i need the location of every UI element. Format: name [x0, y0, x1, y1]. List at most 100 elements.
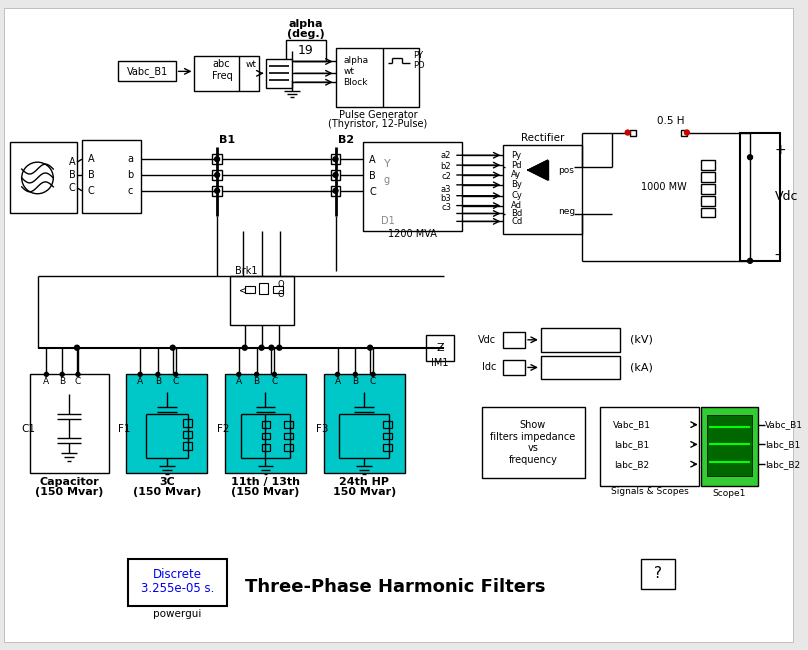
- Bar: [701, 160, 714, 170]
- Circle shape: [353, 372, 357, 376]
- Text: Show
filters impedance
vs
frequency: Show filters impedance vs frequency: [490, 420, 575, 465]
- Text: Iabc_B2: Iabc_B2: [614, 460, 649, 469]
- Text: a3: a3: [440, 185, 451, 194]
- Text: C1: C1: [22, 424, 36, 434]
- Circle shape: [272, 372, 276, 376]
- Text: O: O: [278, 280, 284, 289]
- Text: A: A: [335, 377, 341, 385]
- Circle shape: [335, 372, 339, 376]
- Text: C: C: [69, 183, 75, 193]
- Text: A: A: [236, 377, 242, 385]
- Circle shape: [368, 345, 372, 350]
- Text: B: B: [155, 377, 161, 385]
- Text: Vabc_B1: Vabc_B1: [765, 420, 803, 429]
- Text: -: -: [775, 249, 780, 263]
- Bar: [707, 415, 752, 476]
- Text: F3: F3: [316, 424, 328, 434]
- Text: B: B: [352, 377, 359, 385]
- Bar: [701, 172, 714, 182]
- Text: <: <: [239, 285, 247, 296]
- Text: (150 Mvar): (150 Mvar): [133, 487, 201, 497]
- Text: C: C: [271, 377, 277, 385]
- Circle shape: [371, 372, 375, 376]
- Bar: [213, 186, 222, 196]
- Bar: [284, 432, 293, 439]
- Text: B: B: [59, 377, 65, 385]
- Text: PY: PY: [414, 51, 423, 60]
- Text: wt: wt: [246, 60, 257, 69]
- Text: C: C: [370, 377, 377, 385]
- Bar: [119, 62, 175, 81]
- Text: c3: c3: [441, 203, 451, 212]
- Text: B: B: [369, 171, 376, 181]
- Text: Rectifier: Rectifier: [521, 133, 565, 144]
- Text: Vabc_B1: Vabc_B1: [126, 66, 168, 77]
- Circle shape: [333, 172, 338, 177]
- Text: Iabc_B1: Iabc_B1: [765, 440, 800, 449]
- Text: (150 Mvar): (150 Mvar): [35, 487, 103, 497]
- Bar: [183, 443, 192, 450]
- Circle shape: [215, 188, 220, 193]
- Circle shape: [277, 345, 282, 350]
- Bar: [183, 430, 192, 439]
- Text: Y: Y: [384, 159, 390, 169]
- Bar: [262, 421, 271, 428]
- Circle shape: [174, 372, 178, 376]
- Text: A: A: [69, 157, 75, 167]
- Circle shape: [138, 372, 142, 376]
- Text: Three-Phase Harmonic Filters: Three-Phase Harmonic Filters: [245, 578, 545, 595]
- Bar: [126, 374, 208, 473]
- Text: Cd: Cd: [511, 217, 523, 226]
- Bar: [383, 445, 392, 451]
- Text: (kV): (kV): [629, 335, 653, 344]
- Text: B: B: [88, 170, 95, 180]
- Text: (Thyristor, 12-Pulse): (Thyristor, 12-Pulse): [328, 119, 427, 129]
- Circle shape: [747, 155, 752, 160]
- Bar: [267, 58, 292, 88]
- Text: b3: b3: [440, 194, 451, 203]
- Bar: [503, 359, 525, 375]
- Circle shape: [255, 372, 259, 376]
- Bar: [363, 142, 462, 231]
- Text: B: B: [69, 170, 75, 180]
- Bar: [629, 129, 636, 135]
- Bar: [195, 55, 259, 91]
- Circle shape: [215, 157, 220, 162]
- Bar: [230, 276, 294, 325]
- Bar: [82, 140, 141, 213]
- Bar: [324, 374, 405, 473]
- Bar: [225, 374, 306, 473]
- Text: Freq: Freq: [213, 72, 233, 81]
- Circle shape: [242, 345, 247, 350]
- Text: Capacitor: Capacitor: [40, 477, 99, 487]
- Text: b: b: [127, 170, 133, 180]
- Text: D1: D1: [381, 216, 394, 226]
- Text: Vdc: Vdc: [478, 335, 496, 344]
- Bar: [701, 207, 714, 218]
- Bar: [330, 170, 340, 180]
- Bar: [10, 142, 77, 213]
- Bar: [330, 186, 340, 196]
- Text: A: A: [137, 377, 143, 385]
- Bar: [330, 154, 340, 164]
- Text: a2: a2: [440, 151, 451, 160]
- Text: Vabc_B1: Vabc_B1: [612, 420, 650, 429]
- Text: 24th HP: 24th HP: [339, 477, 389, 487]
- Polygon shape: [528, 160, 548, 180]
- Text: C: C: [369, 187, 376, 197]
- Text: 0.5 H: 0.5 H: [658, 116, 685, 125]
- Text: C: C: [88, 186, 95, 196]
- Text: 3.255e-05 s.: 3.255e-05 s.: [141, 582, 214, 595]
- Bar: [213, 170, 222, 180]
- Bar: [383, 432, 392, 439]
- Bar: [128, 559, 227, 606]
- Circle shape: [237, 372, 241, 376]
- Circle shape: [333, 188, 338, 193]
- Bar: [383, 421, 392, 428]
- Text: 19: 19: [298, 44, 314, 57]
- Text: ?: ?: [654, 566, 663, 581]
- Bar: [701, 184, 714, 194]
- Text: Py: Py: [511, 151, 521, 160]
- Bar: [541, 328, 620, 352]
- Bar: [262, 432, 271, 439]
